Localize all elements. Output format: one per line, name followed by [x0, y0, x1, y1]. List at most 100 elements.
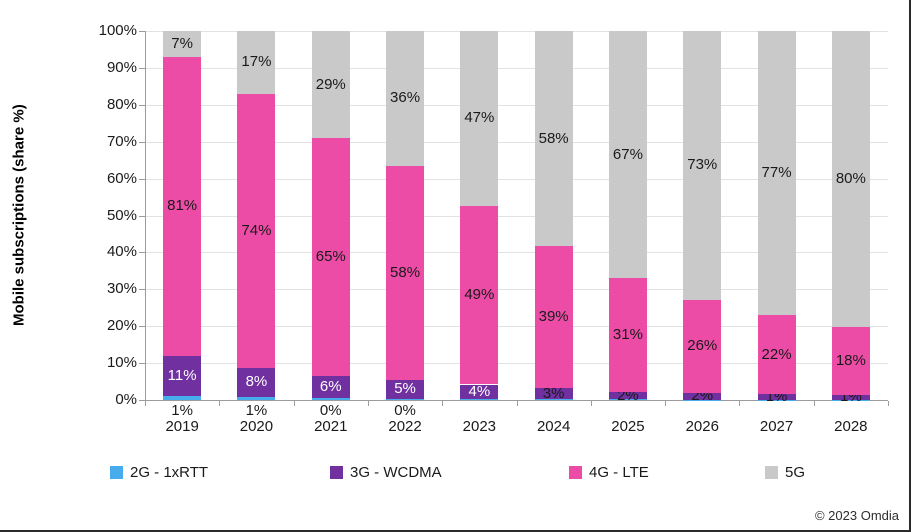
- x-axis-tick: [665, 401, 667, 406]
- y-axis-tick: [139, 326, 145, 328]
- bar-segment-2g-2024: [534, 399, 573, 400]
- x-tick-label: 2023: [462, 418, 497, 435]
- y-axis-line: [145, 31, 146, 400]
- y-tick-label: 40%: [106, 243, 137, 261]
- legend-swatch-5g: [765, 466, 778, 479]
- bar-segment-3g-2022: [386, 380, 425, 399]
- bar-segment-3g-2019: [163, 355, 202, 396]
- data-label: 29%: [315, 75, 346, 93]
- data-label: 74%: [241, 221, 272, 239]
- data-label: 6%: [319, 378, 342, 396]
- bar-segment-5g-2027: [757, 31, 796, 316]
- legend-item-3g: 3G - WCDMA: [330, 464, 442, 481]
- y-axis-tick: [139, 31, 145, 32]
- bar-segment-4g-2027: [757, 315, 796, 395]
- y-tick-label: 70%: [106, 132, 137, 150]
- bar-segment-4g-2024: [534, 246, 573, 389]
- y-axis-title: Mobile subscriptions (share %): [10, 104, 28, 327]
- gridline: [145, 104, 888, 106]
- x-tick-label: 2028: [834, 418, 868, 435]
- gridline: [145, 215, 888, 217]
- bar-segment-3g-2021: [311, 376, 350, 399]
- legend-swatch-3g: [330, 466, 343, 479]
- y-axis-tick: [139, 67, 145, 69]
- gridline: [145, 178, 888, 180]
- legend-swatch-2g: [110, 466, 123, 479]
- data-label: 4%: [468, 382, 491, 400]
- bar-segment-5g-2023: [460, 31, 499, 206]
- y-axis-tick: [139, 178, 145, 180]
- legend-label: 3G - WCDMA: [350, 464, 442, 481]
- x-axis-tick: [219, 401, 221, 406]
- gridline: [145, 67, 888, 69]
- bar-segment-3g-2026: [683, 392, 722, 400]
- data-label: 11%: [167, 366, 197, 384]
- y-tick-label: 0%: [115, 391, 137, 408]
- y-tick-label: 30%: [106, 280, 137, 298]
- x-axis-tick: [145, 401, 146, 406]
- bar-segment-4g-2022: [386, 165, 425, 381]
- bar-segment-4g-2023: [460, 205, 499, 385]
- data-label: 67%: [612, 145, 643, 163]
- bar-segment-3g-2023: [460, 384, 499, 399]
- x-tick-label: 2026: [685, 418, 719, 435]
- legend-label: 2G - 1xRTT: [130, 464, 209, 481]
- bar-segment-4g-2026: [683, 299, 722, 393]
- y-axis-tick: [139, 400, 145, 401]
- bar-segment-5g-2026: [683, 31, 722, 300]
- bar-segment-4g-2028: [831, 327, 870, 396]
- copyright-text: © 2023 Omdia: [814, 508, 899, 523]
- data-label: 77%: [761, 164, 792, 182]
- data-label: 8%: [245, 373, 268, 391]
- y-tick-label: 90%: [106, 58, 137, 76]
- y-tick-label: 80%: [106, 95, 137, 113]
- x-axis-tick: [590, 401, 592, 406]
- bar-segment-3g-2025: [608, 391, 647, 400]
- data-label: 0%: [319, 402, 342, 419]
- bar-segment-5g-2025: [608, 31, 647, 279]
- legend-swatch-4g: [569, 466, 582, 479]
- legend-label: 4G - LTE: [589, 464, 649, 481]
- bar-segment-2g-2019: [163, 395, 202, 400]
- data-label: 31%: [612, 326, 643, 344]
- data-label: 36%: [390, 89, 421, 107]
- y-axis-tick: [139, 215, 145, 217]
- data-label: 39%: [538, 308, 569, 326]
- data-label: 81%: [167, 197, 198, 215]
- bar-segment-5g-2020: [237, 31, 276, 94]
- data-label: 80%: [835, 170, 866, 188]
- bar-segment-5g-2028: [831, 31, 870, 328]
- x-axis-tick: [813, 401, 815, 406]
- data-label: 3%: [542, 384, 565, 402]
- bar-segment-3g-2020: [237, 367, 276, 398]
- bar-segment-5g-2024: [534, 31, 573, 247]
- y-axis-tick: [139, 252, 145, 254]
- data-label: 18%: [835, 352, 866, 370]
- bar-segment-4g-2021: [311, 138, 350, 376]
- y-tick-label: 50%: [106, 206, 137, 224]
- x-axis-tick: [293, 401, 295, 406]
- gridline: [145, 363, 888, 365]
- data-label: 26%: [687, 337, 718, 355]
- bar-segment-4g-2020: [237, 93, 276, 368]
- x-axis-tick: [442, 401, 444, 406]
- bar-segment-2g-2023: [460, 398, 499, 400]
- data-label: 58%: [390, 264, 421, 282]
- gridline: [145, 326, 888, 328]
- bar-segment-2g-2021: [311, 398, 350, 400]
- data-label: 0%: [394, 402, 416, 419]
- bar-segment-4g-2025: [608, 278, 647, 392]
- data-label: 1%: [245, 402, 268, 419]
- legend-label: 5G: [785, 464, 806, 481]
- bar-segment-3g-2027: [757, 394, 796, 400]
- gridline: [145, 31, 888, 32]
- data-label: 1%: [171, 402, 193, 419]
- y-axis-tick: [139, 289, 145, 291]
- x-tick-label: 2021: [314, 418, 348, 435]
- x-axis-line: [145, 400, 888, 401]
- gridline: [145, 289, 888, 291]
- bar-segment-5g-2019: [163, 31, 202, 57]
- gridline: [145, 252, 888, 254]
- y-tick-label: 100%: [98, 22, 137, 39]
